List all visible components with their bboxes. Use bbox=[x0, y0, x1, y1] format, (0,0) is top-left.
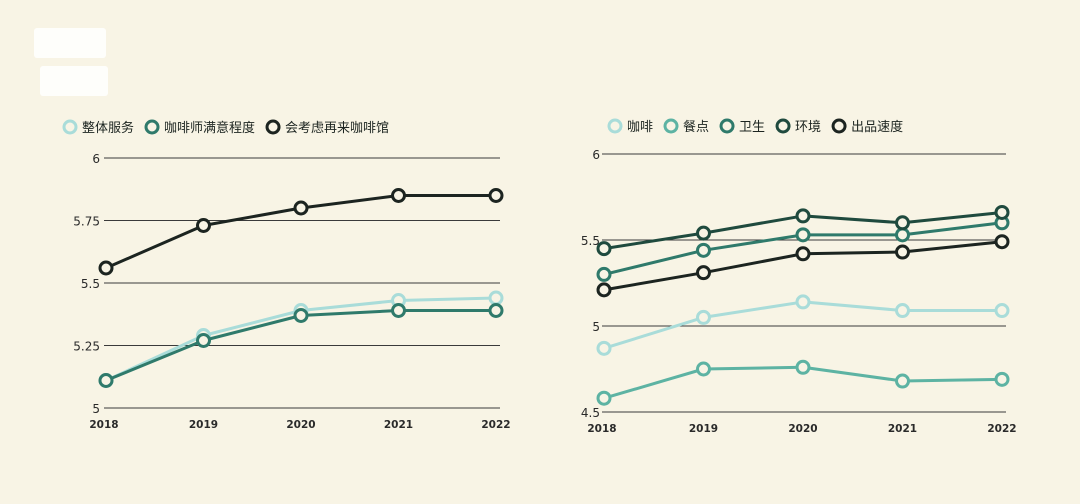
right-data-point bbox=[994, 204, 1010, 220]
logo-block-bottom bbox=[40, 66, 108, 96]
right-data-point bbox=[795, 359, 811, 375]
right-legend-marker bbox=[831, 118, 847, 134]
left-x-tick-label: 2020 bbox=[286, 419, 315, 431]
right-data-point bbox=[895, 244, 910, 260]
right-data-point bbox=[795, 294, 811, 310]
right-legend-marker bbox=[663, 118, 679, 134]
right-data-point bbox=[795, 208, 811, 224]
left-data-point bbox=[488, 290, 504, 306]
left-data-point bbox=[391, 303, 406, 318]
right-data-point bbox=[596, 340, 612, 356]
right-data-point bbox=[696, 242, 711, 258]
right-y-tick-label: 4.5 bbox=[581, 406, 600, 420]
left-legend-label: 咖啡师满意程度 bbox=[164, 120, 255, 136]
right-legend-label: 环境 bbox=[795, 120, 821, 135]
right-legend-label: 咖啡 bbox=[627, 120, 653, 135]
right-x-tick-label: 2021 bbox=[888, 423, 917, 435]
left-y-tick-label: 5.25 bbox=[73, 340, 100, 354]
right-legend-marker bbox=[719, 118, 735, 134]
left-data-point bbox=[293, 200, 309, 216]
left-legend-marker bbox=[62, 119, 78, 135]
left-y-tick-label: 5.75 bbox=[73, 215, 100, 229]
right-data-point bbox=[596, 390, 612, 406]
left-data-point bbox=[488, 303, 504, 318]
right-data-point bbox=[895, 227, 910, 243]
left-legend-label: 整体服务 bbox=[82, 120, 134, 136]
right-data-point bbox=[696, 225, 711, 241]
logo-block-top bbox=[34, 28, 106, 58]
right-data-point bbox=[696, 309, 711, 325]
right-y-tick-label: 6 bbox=[592, 148, 600, 162]
logo bbox=[34, 28, 110, 100]
right-data-point bbox=[994, 303, 1010, 319]
left-legend-label: 会考虑再来咖啡馆 bbox=[285, 121, 389, 136]
right-x-tick-label: 2019 bbox=[689, 423, 718, 435]
right-legend-label: 出品速度 bbox=[851, 119, 903, 135]
left-y-tick-label: 5 bbox=[92, 402, 100, 416]
service-satisfaction-chart-svg: 5 5.25 5.5 5.75 6 2018 2019 2020 2021 2022 整体服务 咖啡师… bbox=[62, 119, 511, 431]
left-y-tick-label: 6 bbox=[92, 152, 100, 166]
right-legend-label: 卫生 bbox=[739, 120, 765, 135]
right-data-point bbox=[994, 234, 1010, 250]
right-data-point bbox=[596, 266, 612, 282]
right-data-point bbox=[696, 361, 711, 377]
left-legend-marker bbox=[144, 119, 160, 135]
right-x-tick-label: 2020 bbox=[788, 423, 817, 435]
right-x-tick-label: 2018 bbox=[587, 423, 616, 435]
left-y-tick-label: 5.5 bbox=[81, 277, 100, 291]
right-y-tick-label: 5 bbox=[592, 320, 600, 334]
left-data-point bbox=[196, 333, 211, 348]
right-data-point bbox=[895, 215, 910, 231]
left-data-point bbox=[293, 308, 309, 323]
right-x-tick-label: 2022 bbox=[987, 423, 1016, 435]
right-data-point bbox=[696, 265, 711, 281]
service-satisfaction-chart: 5 5.25 5.5 5.75 6 2018 2019 2020 2021 2022 整体服务 咖啡师… bbox=[60, 108, 520, 438]
left-x-tick-label: 2019 bbox=[189, 419, 218, 431]
right-data-point bbox=[994, 371, 1010, 387]
left-data-point bbox=[98, 260, 114, 276]
right-data-point bbox=[795, 246, 811, 262]
product-rating-chart-svg: 4.5 5 5.5 6 2018 2019 2020 2021 2022 咖啡 餐点 卫生 环境 出品速度 bbox=[581, 118, 1017, 435]
left-x-tick-label: 2021 bbox=[384, 419, 413, 431]
product-rating-chart: 4.5 5 5.5 6 2018 2019 2020 2021 2022 咖啡 餐点 卫生 环境 出品速度 bbox=[560, 108, 1020, 438]
left-x-tick-label: 2018 bbox=[89, 419, 118, 431]
right-data-point bbox=[895, 303, 910, 319]
right-y-tick-label: 5.5 bbox=[581, 234, 600, 248]
left-x-tick-label: 2022 bbox=[481, 419, 510, 431]
right-legend-marker bbox=[775, 118, 791, 134]
right-legend-marker bbox=[607, 118, 623, 134]
left-data-point bbox=[488, 188, 504, 203]
right-data-point bbox=[895, 373, 910, 389]
right-data-point bbox=[596, 241, 612, 257]
left-data-point bbox=[196, 218, 211, 233]
right-data-point bbox=[795, 227, 811, 243]
left-data-point bbox=[391, 188, 406, 203]
right-data-point bbox=[596, 282, 612, 298]
left-legend-marker bbox=[265, 119, 281, 135]
left-data-point bbox=[98, 373, 114, 388]
right-legend-label: 餐点 bbox=[683, 119, 709, 135]
